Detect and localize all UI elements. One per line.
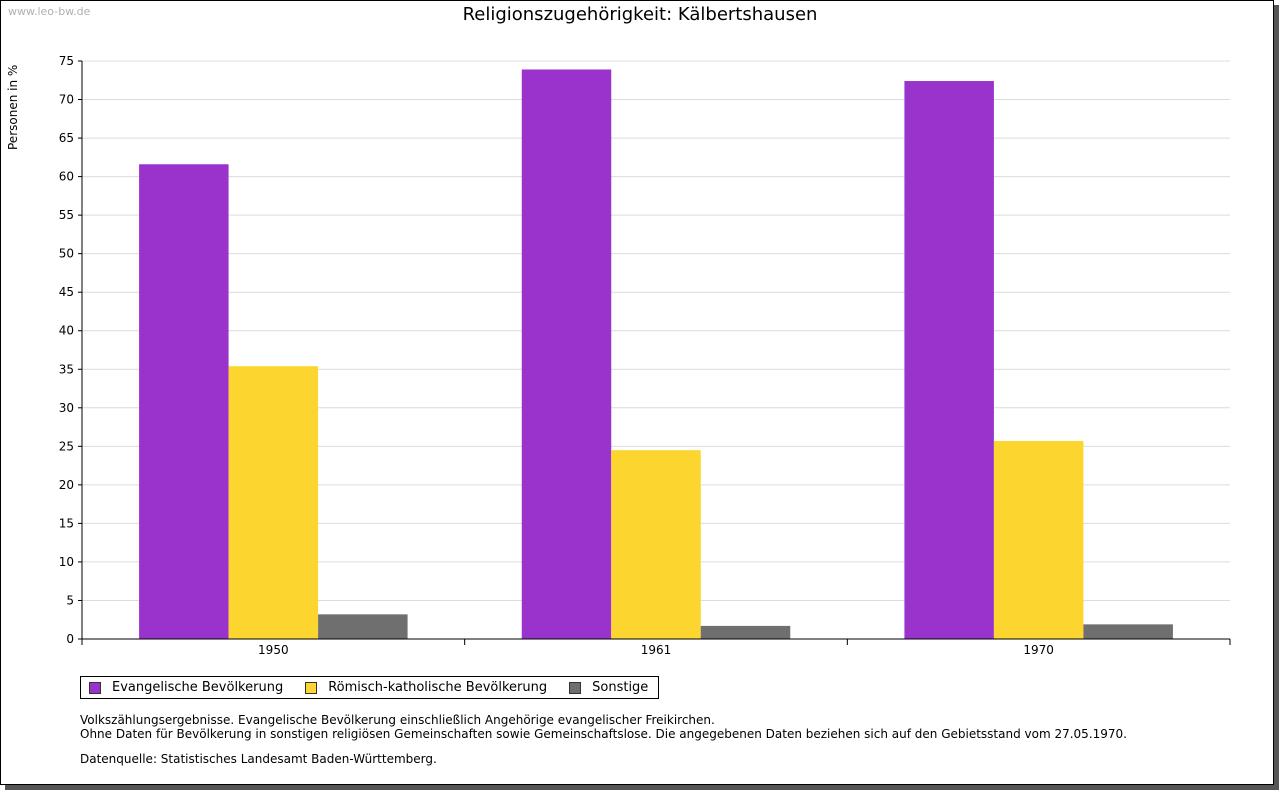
y-tick-label: 35 bbox=[59, 362, 74, 376]
y-tick-label: 60 bbox=[59, 170, 74, 184]
legend-swatch bbox=[89, 681, 101, 694]
note-line-1: Volkszählungsergebnisse. Evangelische Be… bbox=[80, 713, 715, 727]
watermark: www.leo-bw.de bbox=[8, 5, 91, 18]
legend-item-evangelisch: Evangelische Bevölkerung bbox=[89, 680, 283, 695]
bar-1950-2 bbox=[318, 614, 408, 639]
bar-1961-0 bbox=[521, 69, 612, 639]
y-tick-label: 50 bbox=[59, 247, 74, 261]
note-line-2: Ohne Daten für Bevölkerung in sonstigen … bbox=[80, 727, 1127, 741]
y-tick-label: 25 bbox=[59, 439, 74, 453]
y-tick-label: 65 bbox=[59, 131, 74, 145]
y-tick-label: 40 bbox=[59, 324, 74, 338]
legend-item-katholisch: Römisch-katholische Bevölkerung bbox=[305, 680, 547, 695]
y-tick-label: 70 bbox=[59, 93, 74, 107]
y-tick-label: 15 bbox=[59, 516, 74, 530]
legend-label: Römisch-katholische Bevölkerung bbox=[328, 680, 548, 695]
legend-swatch bbox=[569, 681, 582, 694]
bar-1961-2 bbox=[700, 625, 791, 639]
legend-item-sonstige: Sonstige bbox=[569, 680, 648, 695]
y-tick-label: 30 bbox=[59, 401, 74, 415]
chart-notes: Volkszählungsergebnisse. Evangelische Be… bbox=[80, 713, 1127, 741]
bar-1970-0 bbox=[904, 81, 994, 639]
data-source: Datenquelle: Statistisches Landesamt Bad… bbox=[80, 752, 437, 766]
y-tick-label: 10 bbox=[59, 555, 74, 569]
x-tick-label: 1950 bbox=[258, 643, 289, 657]
legend-label: Sonstige bbox=[592, 680, 649, 695]
bar-1961-1 bbox=[611, 450, 701, 639]
bar-1970-2 bbox=[1083, 624, 1173, 639]
x-tick-label: 1970 bbox=[1023, 643, 1054, 657]
bar-1950-0 bbox=[139, 164, 229, 639]
x-tick-label: 1961 bbox=[641, 643, 672, 657]
y-tick-label: 0 bbox=[66, 632, 74, 646]
y-tick-label: 20 bbox=[59, 478, 74, 492]
y-tick-label: 75 bbox=[59, 54, 74, 68]
bar-1970-1 bbox=[993, 440, 1084, 639]
legend: Evangelische Bevölkerung Römisch-katholi… bbox=[80, 676, 660, 699]
y-tick-label: 55 bbox=[59, 208, 74, 222]
bar-1950-1 bbox=[228, 366, 319, 639]
chart-title: Religionszugehörigkeit: Kälbertshausen bbox=[462, 4, 818, 25]
legend-label: Evangelische Bevölkerung bbox=[112, 680, 284, 695]
legend-swatch bbox=[305, 681, 318, 694]
y-tick-label: 45 bbox=[59, 285, 74, 299]
y-tick-label: 5 bbox=[66, 593, 74, 607]
